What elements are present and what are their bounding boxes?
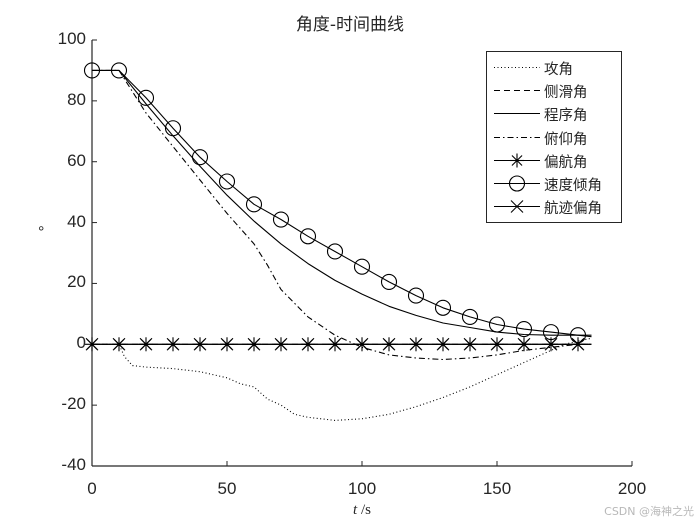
legend-item: 俯仰角 (487, 126, 623, 149)
x-tick-label: 100 (347, 479, 377, 498)
x-axis-label: t /s (0, 502, 700, 519)
legend-label: 侧滑角 (544, 85, 588, 102)
legend-item: 攻角 (487, 56, 623, 79)
legend-line-sample-icon (494, 66, 540, 69)
legend: 攻角侧滑角程序角俯仰角偏航角速度倾角航迹偏角 (486, 51, 622, 223)
x-tick-label: 0 (87, 479, 97, 498)
x-tick-label: 200 (617, 479, 647, 498)
legend-line-sample-icon (494, 113, 540, 115)
legend-item: 速度倾角 (487, 172, 623, 195)
legend-item: 偏航角 (487, 149, 623, 172)
legend-label: 攻角 (544, 62, 573, 78)
legend-line-sample-icon (494, 90, 540, 92)
legend-line-sample-icon (494, 200, 540, 214)
legend-label: 俯仰角 (544, 131, 588, 148)
y-tick-label: 80 (67, 89, 86, 109)
y-tick-label: -20 (61, 394, 86, 414)
legend-label: 偏航角 (544, 154, 588, 171)
y-tick-label: -40 (61, 455, 86, 474)
x-tick-label: 150 (482, 479, 512, 498)
legend-line-sample-icon (494, 153, 540, 168)
series-line (92, 337, 592, 421)
x-axis-unit: /s (357, 502, 371, 518)
legend-item: 程序角 (487, 102, 623, 125)
x-tick-label: 50 (217, 479, 237, 498)
legend-label: 速度倾角 (544, 178, 602, 194)
x-axis-variable: t (353, 502, 358, 518)
plot-area (83, 62, 592, 421)
legend-line-sample-icon (494, 175, 540, 192)
series-line (83, 62, 592, 344)
legend-item: 侧滑角 (487, 79, 623, 102)
y-tick-label: 60 (67, 150, 86, 170)
chart-title: 角度-时间曲线 (295, 15, 405, 35)
y-axis-label: ° (38, 224, 45, 241)
y-tick-label: 20 (67, 272, 86, 292)
legend-item: 航迹偏角 (487, 195, 623, 218)
axes (91, 39, 633, 467)
series-line (92, 69, 592, 336)
legend-label: 航迹偏角 (544, 201, 602, 218)
legend-label: 程序角 (544, 108, 588, 125)
y-tick-label: 40 (67, 211, 86, 231)
watermark: CSDN @海神之光 (604, 505, 694, 518)
legend-line-sample-icon (494, 136, 540, 138)
y-tick-label: 100 (57, 29, 86, 48)
y-tick-label: 0 (76, 333, 86, 353)
series-line (85, 337, 592, 351)
